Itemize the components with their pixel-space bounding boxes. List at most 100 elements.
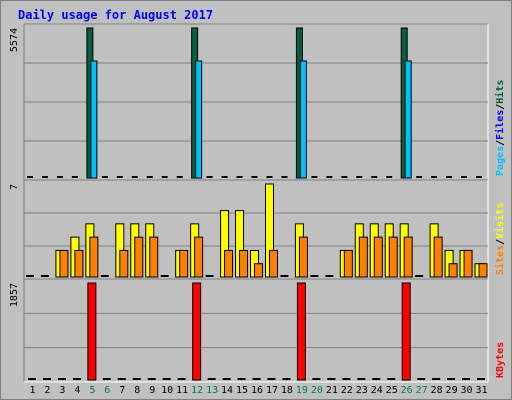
- bar-kbytes-day-18-zero: [282, 378, 291, 380]
- x-tick-label-7: 7: [119, 385, 125, 396]
- bar-hits-day-24-zero: [371, 176, 378, 178]
- bar-files-day-5: [90, 60, 98, 179]
- bar-hits-day-29-zero: [446, 176, 453, 178]
- bar-hits-day-6-zero: [101, 176, 108, 178]
- x-tick-label-15: 15: [236, 385, 248, 396]
- bar-hits-day-21-zero: [326, 176, 333, 178]
- bar-kbytes-day-9-zero: [147, 378, 156, 380]
- x-tick-label-28: 28: [431, 385, 443, 396]
- legend-separator: /: [495, 104, 506, 110]
- x-tick-label-31: 31: [475, 385, 487, 396]
- legend-separator: /: [495, 140, 506, 146]
- bar-kbytes-day-12: [192, 282, 202, 381]
- bar-files-day-19: [299, 60, 307, 179]
- x-tick-label-10: 10: [161, 385, 173, 396]
- bar-sites-day-7: [119, 249, 129, 278]
- bar-hits-day-2-zero: [41, 176, 48, 178]
- bar-kbytes-day-1-zero: [28, 378, 36, 380]
- legend-2: KBytes: [495, 342, 506, 378]
- legend-entry-sites: Sites: [494, 245, 506, 275]
- bar-kbytes-day-22-zero: [342, 378, 351, 380]
- x-tick-label-1: 1: [29, 385, 35, 396]
- x-tick-label-20: 20: [311, 385, 323, 396]
- x-tick-label-14: 14: [221, 385, 233, 396]
- x-tick-label-4: 4: [74, 385, 80, 396]
- bar-sites-day-25: [388, 236, 398, 278]
- bar-hits-day-13-zero: [206, 176, 213, 178]
- bar-sites-day-19: [298, 236, 308, 278]
- bar-kbytes-day-19: [296, 282, 306, 381]
- bar-hits-day-17-zero: [266, 176, 273, 178]
- x-tick-label-17: 17: [266, 385, 278, 396]
- bar-sites-day-31: [478, 263, 488, 278]
- bar-hits-day-28-zero: [431, 176, 438, 178]
- bar-sites-day-26: [403, 236, 413, 278]
- x-tick-label-12: 12: [191, 385, 203, 396]
- bar-visits-day-27-zero: [415, 275, 424, 277]
- bar-visits-day-10-zero: [160, 275, 169, 277]
- bar-kbytes-day-21-zero: [327, 378, 336, 380]
- bar-sites-day-24: [373, 236, 383, 278]
- bar-hits-day-3-zero: [56, 176, 63, 178]
- bar-hits-day-10-zero: [161, 176, 168, 178]
- legend-entry-kbytes: KBytes: [495, 342, 506, 378]
- bar-sites-day-15: [239, 249, 249, 278]
- bar-hits-day-30-zero: [461, 176, 468, 178]
- x-tick-label-24: 24: [371, 385, 383, 396]
- bar-hits-day-7-zero: [116, 176, 123, 178]
- bar-hits-day-15-zero: [236, 176, 243, 178]
- bar-hits-day-23-zero: [356, 176, 363, 178]
- bar-sites-day-29: [448, 263, 458, 278]
- bar-hits-day-4-zero: [71, 176, 78, 178]
- bar-kbytes-day-15-zero: [237, 378, 246, 380]
- bar-sites-day-28: [433, 236, 443, 278]
- y-max-label-0: 5574: [9, 28, 20, 52]
- bar-files-day-12: [195, 60, 203, 179]
- bar-hits-day-27-zero: [416, 176, 423, 178]
- bar-visits-day-21-zero: [325, 275, 334, 277]
- bar-sites-day-11: [179, 249, 189, 278]
- bar-kbytes-day-28-zero: [432, 378, 441, 380]
- bar-visits-day-13-zero: [205, 275, 214, 277]
- bar-kbytes-day-7-zero: [117, 378, 126, 380]
- legend-separator: /: [495, 239, 506, 245]
- bar-hits-day-8-zero: [131, 176, 138, 178]
- x-tick-label-13: 13: [206, 385, 218, 396]
- bar-hits-day-11-zero: [176, 176, 183, 178]
- x-tick-label-11: 11: [176, 385, 188, 396]
- bar-hits-day-22-zero: [341, 176, 348, 178]
- bar-sites-day-17: [268, 249, 278, 278]
- bar-kbytes-day-6-zero: [102, 378, 111, 380]
- bar-sites-day-9: [149, 236, 159, 278]
- bar-kbytes-day-3-zero: [57, 378, 66, 380]
- x-tick-label-19: 19: [296, 385, 308, 396]
- bar-sites-day-30: [463, 249, 473, 278]
- x-tick-label-2: 2: [44, 385, 50, 396]
- bar-hits-day-16-zero: [251, 176, 258, 178]
- x-tick-label-26: 26: [401, 385, 413, 396]
- bar-sites-day-3: [59, 249, 69, 278]
- bar-kbytes-day-27-zero: [417, 378, 426, 380]
- bar-visits-day-6-zero: [100, 275, 109, 277]
- bar-sites-day-12: [194, 236, 204, 278]
- bar-visits-day-20-zero: [310, 275, 319, 277]
- x-tick-label-5: 5: [89, 385, 95, 396]
- y-max-label-2: 1857: [9, 283, 20, 307]
- chart-title: Daily usage for August 2017: [18, 8, 214, 22]
- bar-kbytes-day-30-zero: [462, 378, 471, 380]
- x-tick-label-23: 23: [356, 385, 368, 396]
- bar-sites-day-22: [343, 249, 353, 278]
- bar-sites-day-23: [358, 236, 368, 278]
- bar-kbytes-day-29-zero: [447, 378, 456, 380]
- bar-visits-day-1-zero: [26, 275, 34, 277]
- bar-kbytes-day-10-zero: [162, 378, 171, 380]
- x-tick-label-8: 8: [134, 385, 140, 396]
- x-tick-label-22: 22: [341, 385, 353, 396]
- bar-kbytes-day-11-zero: [177, 378, 186, 380]
- x-tick-label-16: 16: [251, 385, 263, 396]
- bar-kbytes-day-24-zero: [372, 378, 381, 380]
- bar-kbytes-day-14-zero: [222, 378, 231, 380]
- bar-hits-day-31-zero: [476, 176, 483, 178]
- bar-hits-day-18-zero: [281, 176, 288, 178]
